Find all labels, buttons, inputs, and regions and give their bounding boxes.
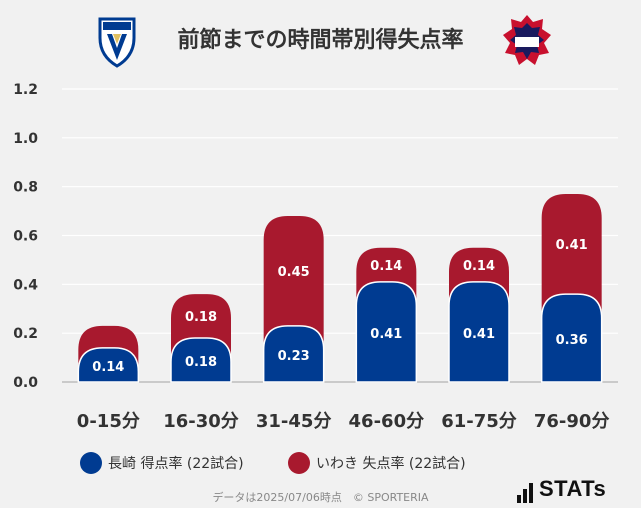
legend-label-iwaki: いわき 失点率 (22試合)	[316, 456, 466, 472]
legend-swatch-iwaki	[288, 452, 310, 474]
bar-nagasaki-2	[262, 325, 325, 383]
grid-lines	[62, 88, 618, 383]
bar-nagasaki-0	[77, 347, 140, 383]
iwaki-fc-logo	[503, 15, 551, 65]
stats-bars-icon	[517, 477, 535, 504]
x-tick-label: 76-90分	[534, 411, 610, 432]
y-axis-tick-labels: 0.0 0.2 0.4 0.6 0.8 1.0 1.2	[13, 82, 38, 391]
bar-iwaki-5	[541, 193, 602, 315]
y-tick-label: 1.0	[13, 131, 38, 147]
bar-nagasaki-3	[355, 281, 418, 383]
bar-label-nagasaki: 0.41	[463, 327, 495, 342]
stats-brand-logo: STATs	[517, 476, 607, 504]
bar-label-iwaki: 0.14	[463, 259, 495, 274]
x-tick-label: 46-60分	[349, 411, 425, 432]
footer-note: データは2025/07/06時点 © SPORTERIA	[212, 491, 429, 504]
bar-label-iwaki: 0.18	[185, 310, 217, 325]
v-varen-logo	[98, 17, 136, 68]
bars	[77, 193, 603, 383]
legend-swatch-nagasaki	[80, 452, 102, 474]
legend-item-nagasaki: 長崎 得点率 (22試合)	[80, 452, 244, 474]
y-tick-label: 0.0	[13, 375, 38, 391]
bar-label-nagasaki: 0.41	[370, 327, 402, 342]
bar-label-nagasaki: 0.18	[185, 355, 217, 370]
y-tick-label: 0.2	[13, 326, 38, 342]
legend-label-nagasaki: 長崎 得点率 (22試合)	[108, 456, 244, 472]
bar-nagasaki-5	[540, 293, 603, 383]
y-tick-label: 1.2	[13, 82, 38, 98]
x-tick-label: 31-45分	[256, 411, 332, 432]
bar-value-labels: 0.14 0.18 0.18 0.23 0.45 0.41 0.14 0.41 0.14 0.36…	[92, 238, 587, 375]
bar-label-nagasaki: 0.36	[556, 333, 588, 348]
y-tick-label: 0.4	[13, 277, 38, 293]
bar-iwaki-2	[263, 215, 324, 346]
legend-item-iwaki: いわき 失点率 (22試合)	[288, 452, 466, 474]
x-axis-tick-labels: 0-15分 16-30分 31-45分 46-60分 61-75分 76-90分	[77, 411, 610, 432]
x-tick-label: 16-30分	[163, 411, 239, 432]
bar-label-iwaki: 0.45	[278, 265, 310, 280]
bar-label-nagasaki: 0.14	[92, 360, 124, 375]
bar-nagasaki-1	[170, 337, 232, 383]
chart-title: 前節までの時間帯別得失点率	[177, 28, 464, 53]
y-tick-label: 0.6	[13, 229, 38, 245]
bar-nagasaki-4	[448, 281, 510, 383]
y-tick-label: 0.8	[13, 180, 38, 196]
x-tick-label: 61-75分	[441, 411, 517, 432]
bar-label-iwaki: 0.41	[556, 238, 588, 253]
stats-brand-text: STATs	[539, 476, 607, 501]
bar-label-iwaki: 0.14	[370, 259, 402, 274]
bar-label-nagasaki: 0.23	[278, 349, 310, 364]
x-tick-label: 0-15分	[77, 411, 140, 432]
